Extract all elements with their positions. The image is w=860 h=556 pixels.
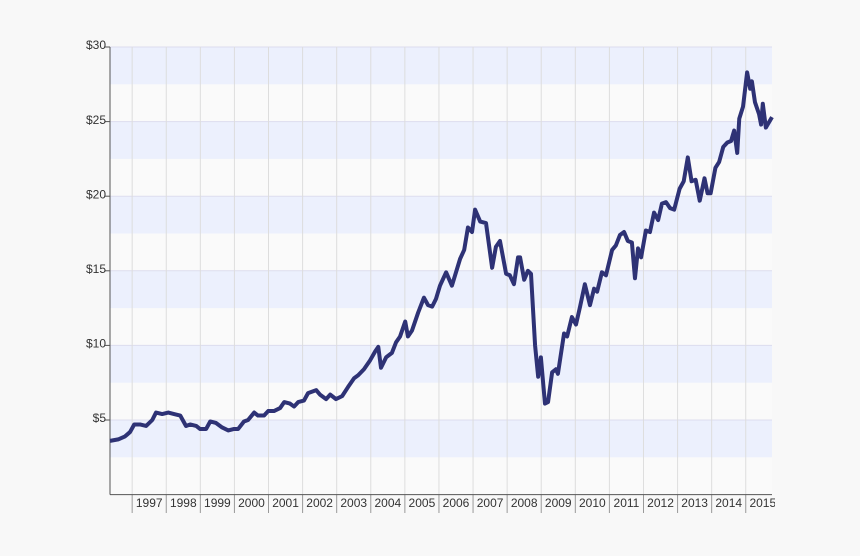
y-tick-label: $20 [86, 187, 106, 201]
x-tick-label: 2000 [238, 496, 265, 510]
x-tick-label: 1998 [170, 496, 197, 510]
x-tick-label: 2015 [749, 496, 776, 510]
x-tick-label: 2005 [409, 496, 436, 510]
band [110, 121, 772, 159]
labels: $5 $10 $15 $20 $25 $30 1997 1998 1999 2000 2001 200… [86, 38, 776, 510]
x-tick-label: 2007 [477, 496, 504, 510]
y-tick-label: $15 [86, 262, 106, 276]
band [110, 270, 772, 309]
lines [109, 47, 774, 496]
x-tick-label: 2009 [545, 496, 572, 510]
x-tick-label: 2001 [272, 496, 299, 510]
grid [105, 46, 772, 513]
x-tick-label: 2014 [715, 496, 742, 510]
x-tick-label: 1997 [136, 496, 163, 510]
x-tick-label: 2013 [681, 496, 708, 510]
y-tick-label: $5 [93, 411, 107, 425]
x-tick-label: 2004 [374, 496, 401, 510]
x-tick-label: 2002 [306, 496, 333, 510]
x-tick-label: 2003 [340, 496, 367, 510]
x-tick-label: 2008 [511, 496, 538, 510]
x-tick-label: 2012 [647, 496, 674, 510]
y-tick-label: $25 [86, 113, 106, 127]
y-tick-label: $10 [86, 337, 106, 351]
x-tick-label: 1999 [204, 496, 231, 510]
series-line [109, 70, 774, 443]
band [110, 47, 772, 85]
y-tick-label: $30 [86, 38, 106, 52]
band [110, 345, 772, 383]
x-tick-label: 2011 [614, 496, 640, 510]
band [110, 196, 772, 234]
x-tick-label: 2006 [443, 496, 470, 510]
x-tick-label: 2010 [579, 496, 606, 510]
